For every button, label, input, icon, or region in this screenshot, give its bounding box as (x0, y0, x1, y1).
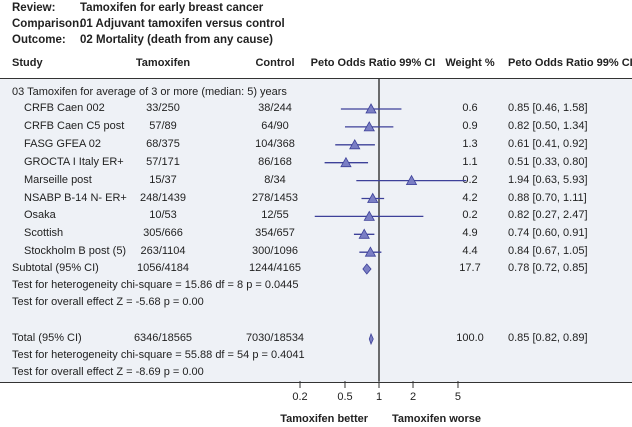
weight-value: 4.4 (462, 245, 478, 258)
total-control: 7030/18534 (245, 332, 305, 344)
weight-value: 4.9 (462, 227, 478, 240)
control-events: 300/1096 (252, 245, 298, 258)
study-marker-triangle (365, 103, 377, 114)
study-name: FASG GFEA 02 (24, 137, 102, 150)
study-marker-triangle (364, 246, 377, 257)
study-name: CRFB Caen C5 post (24, 119, 125, 132)
favours-right-label: Tamoxifen worse (392, 413, 482, 425)
comparison-label: Comparison: (12, 18, 83, 30)
total-overall-effect-test: Test for overall effect Z = -8.69 p = 0.… (12, 366, 204, 378)
study-name: Scottish (24, 227, 64, 240)
study-name: GROCTA I Italy ER+ (24, 155, 124, 168)
col-control: Control (255, 57, 295, 69)
col-plot: Peto Odds Ratio 99% CI (310, 57, 436, 69)
study-name: Osaka (24, 209, 56, 222)
total-weight: 100.0 (456, 332, 484, 344)
subtotal-ci-text: 0.78 [0.72, 0.85] (508, 262, 588, 274)
tamoxifen-events: 263/1104 (140, 245, 186, 258)
control-events: 8/34 (264, 173, 286, 186)
study-marker-triangle (405, 174, 418, 186)
col-weight: Weight % (445, 57, 495, 69)
x-tick-label: 0.5 (337, 391, 353, 403)
total-tamoxifen: 6346/18565 (133, 332, 193, 344)
ci-text: 0.88 [0.70, 1.11] (508, 191, 587, 204)
study-marker-triangle (358, 228, 370, 239)
study-marker-triangle (367, 192, 379, 203)
subtotal-tamoxifen: 1056/4184 (137, 262, 189, 274)
tamoxifen-events: 305/666 (143, 227, 183, 240)
tamoxifen-events: 68/375 (146, 137, 180, 150)
study-marker-triangle (349, 138, 361, 150)
study-marker-triangle (363, 210, 375, 221)
subtotal-label: Subtotal (95% CI) (12, 262, 99, 274)
tamoxifen-events: 57/171 (146, 155, 180, 168)
ci-text: 0.74 [0.60, 0.91] (508, 227, 588, 240)
total-heterogeneity-test: Test for heterogeneity chi-square = 55.8… (12, 349, 305, 361)
col-ci: Peto Odds Ratio 99% CI (508, 57, 632, 69)
subtotal-control: 1244/4165 (249, 262, 301, 274)
x-tick-label: 5 (454, 391, 462, 403)
control-events: 104/368 (255, 137, 295, 150)
weight-value: 1.3 (462, 137, 478, 150)
x-tick-label: 1 (375, 391, 383, 403)
weight-value: 0.6 (462, 102, 478, 114)
subtotal-overall-effect-test: Test for overall effect Z = -5.68 p = 0.… (12, 296, 204, 308)
plot-panel (0, 78, 632, 383)
ci-text: 1.94 [0.63, 5.93] (508, 173, 588, 186)
ci-text: 0.85 [0.46, 1.58] (508, 102, 588, 114)
weight-value: 0.2 (462, 209, 478, 222)
ci-text: 0.61 [0.41, 0.92] (508, 137, 588, 150)
ci-text: 0.51 [0.33, 0.80] (508, 155, 588, 168)
review-label: Review: (12, 2, 56, 14)
study-name: Marseille post (24, 173, 92, 186)
tamoxifen-events: 248/1439 (140, 191, 186, 204)
control-events: 278/1453 (252, 191, 298, 204)
tamoxifen-events: 15/37 (149, 173, 177, 186)
ci-text: 0.82 [0.50, 1.34] (508, 119, 588, 132)
weight-value: 0.9 (462, 119, 478, 132)
control-events: 64/90 (261, 119, 289, 132)
col-tamoxifen: Tamoxifen (135, 57, 191, 69)
x-tick-label: 0.2 (292, 391, 308, 403)
tamoxifen-events: 33/250 (146, 102, 180, 114)
control-events: 38/244 (258, 102, 292, 114)
subtotal-diamond (362, 263, 372, 275)
weight-value: 4.2 (462, 191, 478, 204)
control-events: 12/55 (261, 209, 289, 222)
outcome-label: Outcome: (12, 34, 66, 46)
subtotal-heterogeneity-test: Test for heterogeneity chi-square = 15.8… (12, 279, 299, 291)
total-diamond (368, 332, 374, 346)
study-marker-triangle (363, 121, 375, 132)
study-name: NSABP B-14 N- ER+ (24, 191, 127, 204)
tamoxifen-events: 10/53 (149, 209, 177, 222)
comparison-value: 01 Adjuvant tamoxifen versus control (80, 18, 285, 30)
study-name: CRFB Caen 002 (24, 102, 105, 114)
total-label: Total (95% CI) (12, 332, 82, 344)
study-name: Stockholm B post (5) (24, 245, 127, 258)
group-heading: 03 Tamoxifen for average of 3 or more (m… (12, 86, 287, 98)
tamoxifen-events: 57/89 (149, 119, 177, 132)
outcome-value: 02 Mortality (death from any cause) (80, 34, 273, 46)
subtotal-weight: 17.7 (459, 262, 481, 274)
weight-value: 1.1 (462, 155, 478, 168)
ci-text: 0.84 [0.67, 1.05] (508, 245, 588, 258)
favours-left-label: Tamoxifen better (280, 413, 368, 425)
x-tick-label: 2 (409, 391, 417, 403)
review-value: Tamoxifen for early breast cancer (80, 2, 264, 14)
weight-value: 0.2 (462, 173, 478, 186)
control-events: 86/168 (258, 155, 292, 168)
total-ci-text: 0.85 [0.82, 0.89] (508, 332, 588, 344)
study-marker-triangle (340, 156, 352, 168)
control-events: 354/657 (255, 227, 295, 240)
col-study: Study (12, 57, 43, 69)
ci-text: 0.82 [0.27, 2.47] (508, 209, 588, 222)
